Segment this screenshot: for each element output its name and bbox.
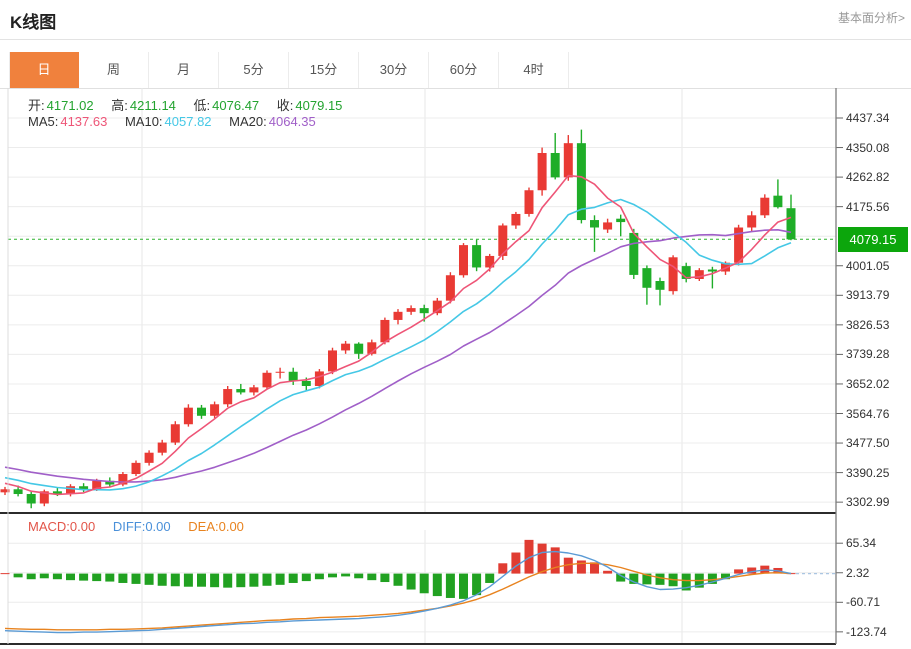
close-label: 收: [276,98,294,113]
tab-15min[interactable]: 15分 [289,52,359,88]
tab-week[interactable]: 周 [79,52,149,88]
price-axis-label: 3477.50 [846,436,890,451]
price-axis-label: 3302.99 [846,495,890,510]
high-value: 4211.14 [129,98,176,113]
tabbar-underline [0,88,911,89]
dea-value: 0.00 [218,519,244,534]
price-axis-label: 4262.82 [846,170,890,185]
macd-axis-label: -123.74 [846,624,887,639]
diff-label: DIFF: [112,519,146,534]
price-axis-label: 3826.53 [846,317,890,332]
open-value: 4171.02 [46,98,94,113]
ma20-value: 4064.35 [268,114,316,129]
price-axis-label: 3739.28 [846,347,890,362]
macd-axis-label: 2.32 [846,565,870,580]
low-value: 4076.47 [212,98,260,113]
ma10-label: MA10: [124,114,163,129]
price-axis-label: 3913.79 [846,288,890,303]
open-label: 开: [28,98,45,113]
high-label: 高: [111,98,128,113]
price-axis-label: 3564.76 [846,406,890,421]
tab-5min[interactable]: 5分 [219,52,289,88]
price-axis-label: 4350.08 [846,140,890,155]
tab-4hour[interactable]: 4时 [499,52,569,88]
macd-axis-label: 65.34 [846,536,877,551]
ma5-label: MA5: [28,114,59,129]
ma10-value: 4057.82 [164,114,212,129]
ma5-value: 4137.63 [60,114,108,129]
macd-value: 0.00 [69,519,96,534]
price-axis-label: 4437.34 [846,111,890,125]
macd-label: MACD: [28,519,70,534]
tab-60min[interactable]: 60分 [429,52,499,88]
price-axis-label: 3652.02 [846,376,890,391]
close-value: 4079.15 [295,98,343,113]
header-divider [0,39,911,40]
ohlc-legend: 开: 4171.02 高: 4211.14 低: 4076.47 收: 4079.15 [28,95,342,114]
macd-legend: MACD:0.00 DIFF:0.00 DEA:0.00 [28,519,244,534]
tab-30min[interactable]: 30分 [359,52,429,88]
dea-label: DEA: [188,519,219,534]
page-title: K线图 [10,13,57,32]
diff-value: 0.00 [145,519,171,534]
tab-month[interactable]: 月 [149,52,219,88]
interval-tabbar: 日周月 5分 15分 30分 60分 4时 [9,52,569,88]
price-axis-label: 3390.25 [846,465,890,480]
ma-legend: MA5: 4137.63 MA10: 4057.82 MA20: 4064.35 [28,114,316,129]
price-axis-label: 4001.05 [846,258,890,273]
current-price-tag: 4079.15 [838,227,908,252]
low-label: 低: [193,98,211,113]
price-axis-label: 4175.56 [846,199,890,214]
ma20-label: MA20: [229,114,267,129]
macd-axis-label: -60.71 [846,595,881,610]
fundamental-analysis-link[interactable]: 基本面分析> [837,11,905,25]
tab-day[interactable]: 日 [9,52,79,88]
